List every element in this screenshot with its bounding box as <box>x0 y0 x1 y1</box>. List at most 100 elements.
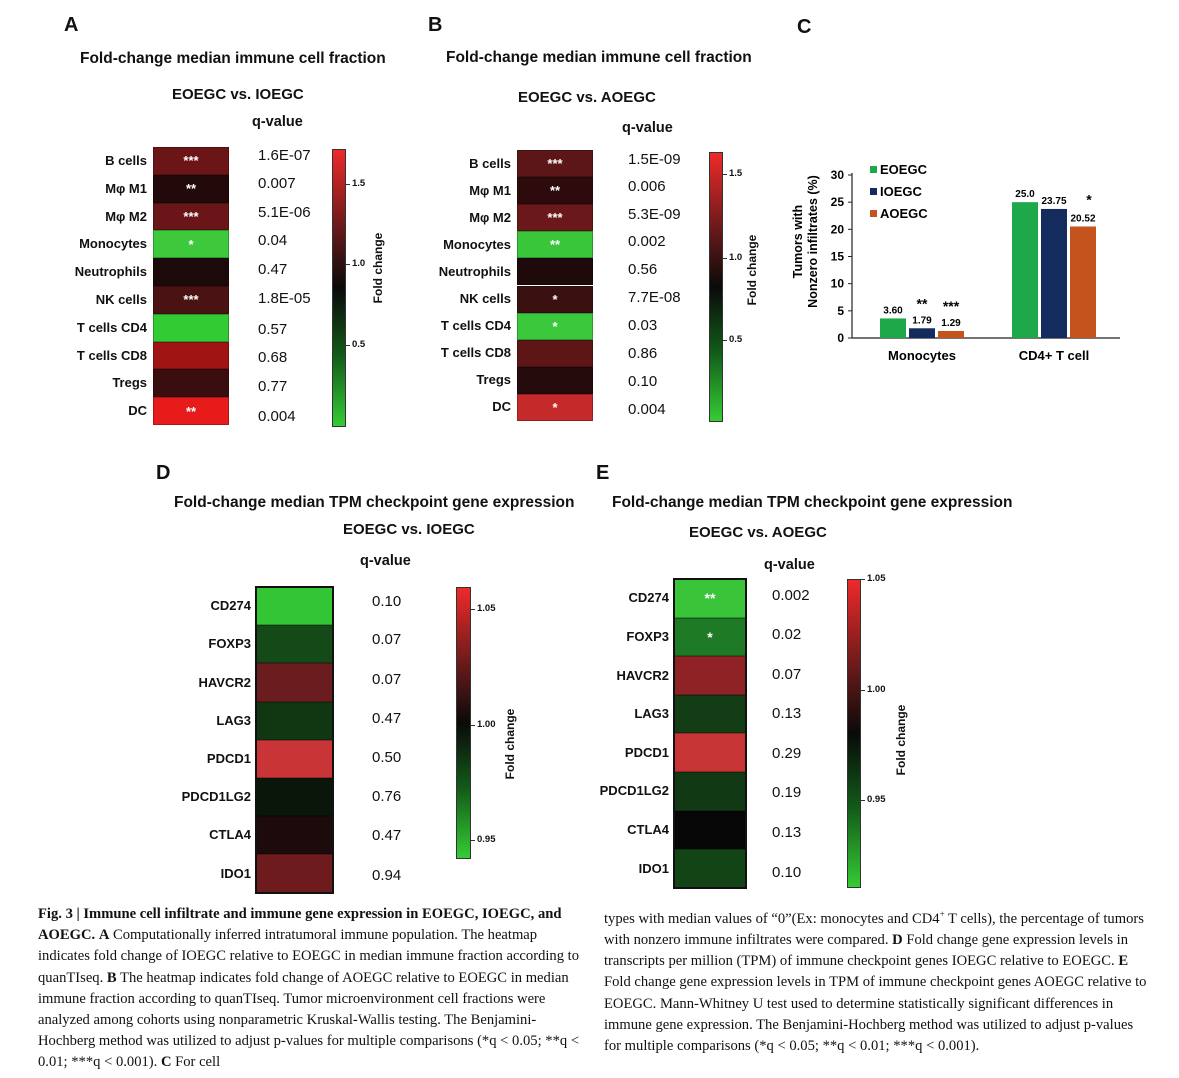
q-value: 0.29 <box>772 744 802 762</box>
row-label: Mφ M1 <box>469 182 511 198</box>
panel-c-bar-chart: 0 5 10 15 20 25 30 Tumors with Nonzero infiltrat… <box>791 162 1120 363</box>
colorbar <box>847 579 861 888</box>
bar <box>909 328 935 338</box>
heatmap-cell <box>517 366 593 394</box>
significance-stars: ** <box>704 590 716 607</box>
q-value: 0.94 <box>372 866 402 884</box>
row-label: DC <box>492 399 511 415</box>
y-tick-label: 0 <box>837 331 844 345</box>
q-value: 0.04 <box>258 232 288 250</box>
row-label: FOXP3 <box>626 628 669 644</box>
heatmap-cell: ** <box>517 231 593 259</box>
q-value: 0.13 <box>772 705 802 723</box>
q-value: 5.1E-06 <box>258 203 311 221</box>
legend-swatch <box>870 188 877 195</box>
panel-b-subtitle: EOEGC vs. AOEGC <box>518 89 656 106</box>
bar <box>880 318 906 338</box>
colorbar-label: Fold change <box>371 232 385 304</box>
row-label: IDO1 <box>638 860 669 876</box>
q-value: 0.07 <box>372 670 402 688</box>
row-label: PDCD1LG2 <box>599 783 669 799</box>
heatmap-frame <box>673 578 747 889</box>
q-value: 0.07 <box>772 665 802 683</box>
significance-stars: ** <box>185 181 197 197</box>
colorbar <box>709 152 723 422</box>
q-value: 1.6E-07 <box>258 146 311 164</box>
colorbar-tick-mark <box>723 258 727 259</box>
row-label: Mφ M2 <box>105 208 147 224</box>
y-tick-label: 30 <box>831 168 845 182</box>
significance-stars: * <box>552 399 558 415</box>
legend-swatch <box>870 166 877 173</box>
significance-stars: ** <box>549 183 561 199</box>
heatmap-cell <box>256 701 333 740</box>
caption-c-text: For cell <box>171 1054 221 1071</box>
panel-e-subtitle: EOEGC vs. AOEGC <box>689 524 827 541</box>
significance-stars: * <box>1086 192 1092 208</box>
panel-e-qvalue-header: q-value <box>764 557 815 573</box>
row-label: NK cells <box>95 291 147 307</box>
panel-letter-d: D <box>156 462 171 484</box>
q-value: 0.002 <box>772 587 810 605</box>
significance-stars: ** <box>917 295 928 311</box>
panel-d-qvalue-header: q-value <box>360 553 411 569</box>
row-label: Monocytes <box>79 236 147 252</box>
colorbar-tick-label: 1.05 <box>867 573 886 584</box>
row-label: T cells CD8 <box>440 345 511 361</box>
row-label: Neutrophils <box>74 264 147 280</box>
caption-right-c-sup: + <box>939 909 945 919</box>
caption-b-text: The heatmap indicates fold change of AOE… <box>38 969 580 1071</box>
q-value: 0.47 <box>372 827 402 845</box>
heatmap-cell: * <box>517 312 593 340</box>
y-tick-label: 5 <box>837 304 844 318</box>
caption-e-text: Fold change gene expression levels in TP… <box>604 974 1147 1055</box>
heatmap-cell: * <box>517 393 593 421</box>
colorbar-tick-label: 1.00 <box>477 719 496 730</box>
heatmap-cell: *** <box>517 204 593 232</box>
significance-stars: * <box>188 236 194 252</box>
row-label: Monocytes <box>443 236 511 252</box>
legend-label: EOEGC <box>880 162 928 177</box>
row-label: T cells CD4 <box>76 319 147 335</box>
y-axis-label: Nonzero infiltrates (%) <box>806 175 820 308</box>
heatmap-cell: *** <box>153 202 229 231</box>
q-value: 0.004 <box>628 401 666 419</box>
colorbar-tick-mark <box>861 579 865 580</box>
colorbar <box>456 587 471 859</box>
bar-value-label: 23.75 <box>1041 196 1066 207</box>
colorbar-label: Fold change <box>894 704 908 776</box>
q-value: 5.3E-09 <box>628 205 681 223</box>
panel-a-title: Fold-change median immune cell fraction <box>80 50 386 67</box>
row-label: Mφ M2 <box>469 209 511 225</box>
caption-b-letter: B <box>106 969 117 986</box>
colorbar-tick-label: 1.05 <box>477 603 496 614</box>
y-tick-label: 10 <box>831 277 845 291</box>
bar-value-label: 25.0 <box>1015 189 1035 200</box>
caption-right-c-text: types with median values of “0”(Ex: mono… <box>604 910 940 927</box>
x-category-label: CD4+ T cell <box>1019 348 1089 363</box>
colorbar-tick-mark <box>471 725 475 726</box>
significance-stars: *** <box>183 292 199 308</box>
colorbar-tick-label: 0.5 <box>352 339 366 350</box>
panel-letter-a: A <box>64 14 79 36</box>
colorbar-tick-mark <box>346 345 350 346</box>
bar-value-label: 1.29 <box>941 318 961 329</box>
heatmap-cell: *** <box>153 286 229 314</box>
q-value: 0.007 <box>258 174 296 192</box>
heatmap-cell <box>674 772 746 811</box>
heatmap-cell <box>517 339 593 367</box>
bar <box>938 330 964 338</box>
colorbar-tick-mark <box>723 340 727 341</box>
q-value: 0.10 <box>628 373 658 391</box>
colorbar-tick-mark <box>861 690 865 691</box>
row-label: PDCD1LG2 <box>181 789 251 805</box>
significance-stars: *** <box>183 153 199 169</box>
colorbar-tick-label: 1.0 <box>729 252 743 263</box>
colorbar-tick-mark <box>471 840 475 841</box>
heatmap-cell <box>256 778 333 817</box>
row-label: DC <box>128 403 147 419</box>
heatmap-cell <box>256 739 333 778</box>
heatmap-cell <box>674 810 746 850</box>
row-label: B cells <box>469 155 511 171</box>
row-label: FOXP3 <box>208 636 251 652</box>
